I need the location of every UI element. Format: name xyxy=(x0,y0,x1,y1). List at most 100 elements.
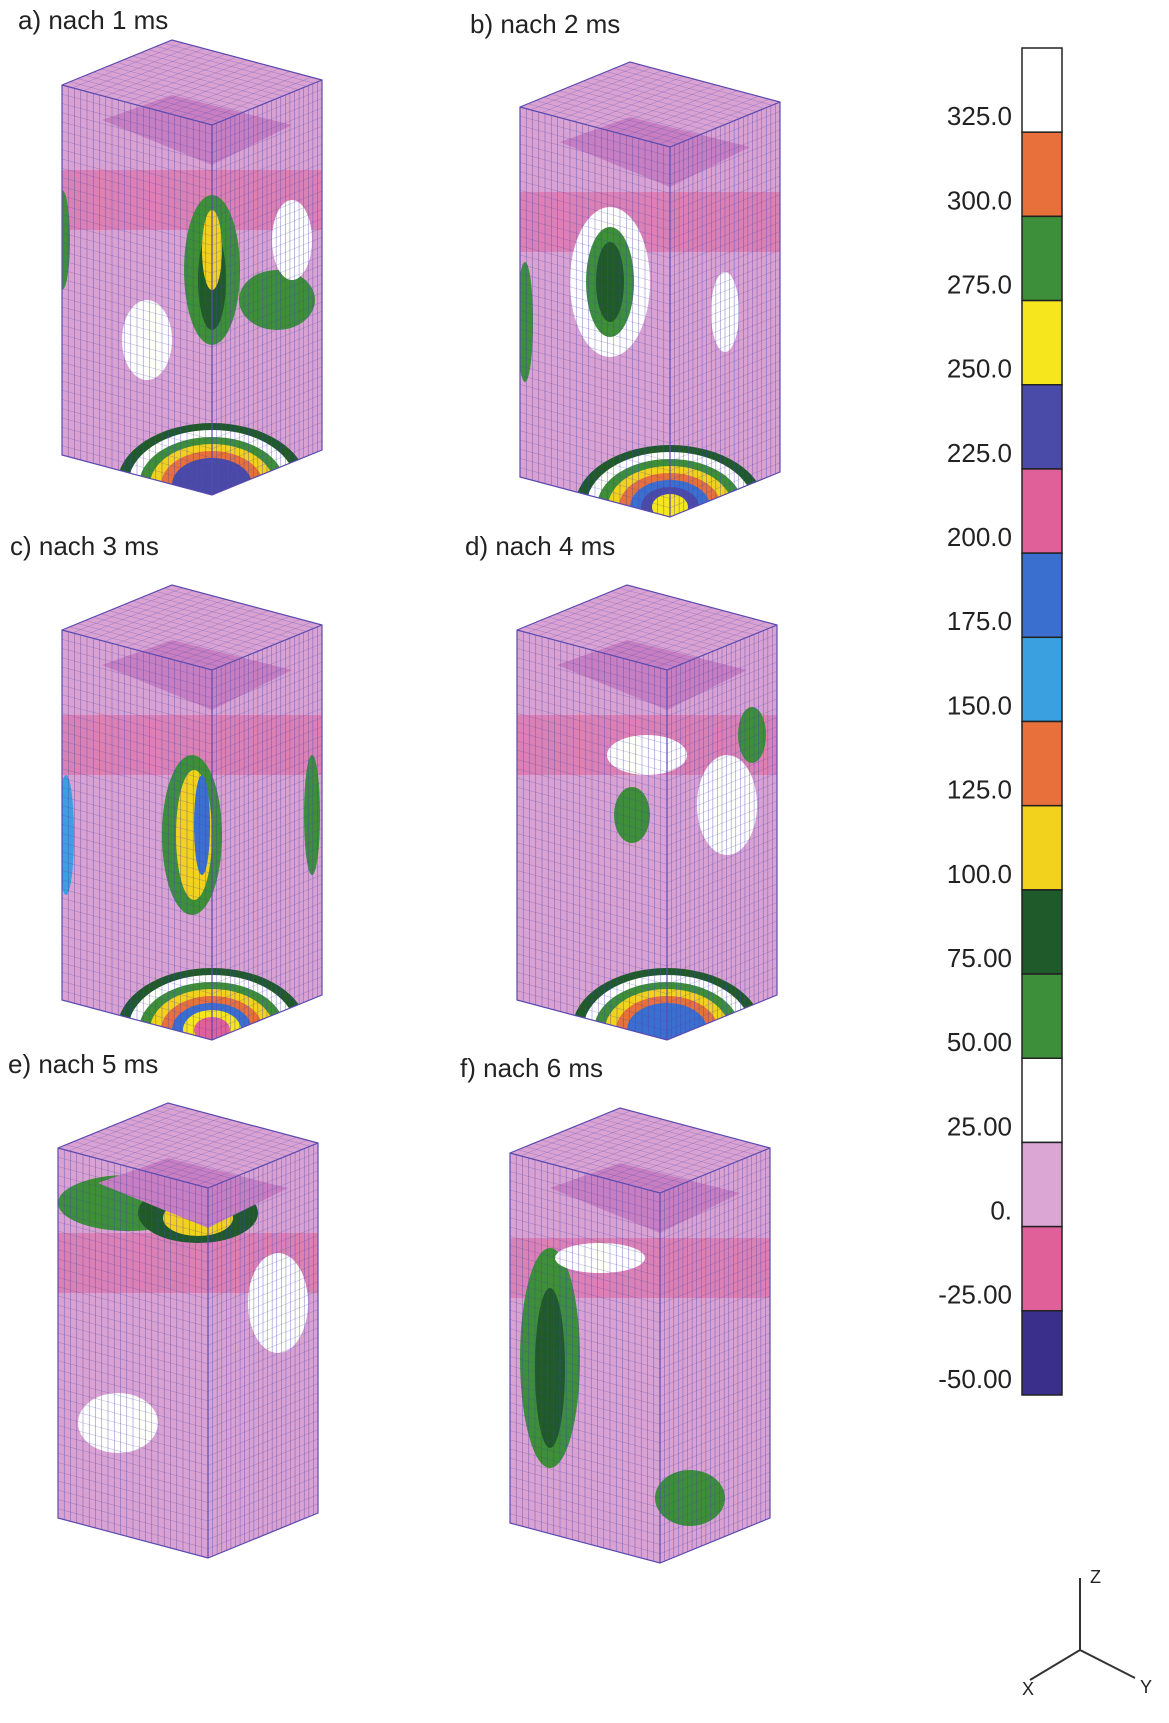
mesh-line xyxy=(613,610,724,656)
contour-region xyxy=(607,735,687,775)
mesh-line xyxy=(132,55,283,97)
legend-band xyxy=(1021,552,1063,639)
legend-band xyxy=(1021,1225,1063,1312)
mesh-line xyxy=(116,607,268,648)
fe-model xyxy=(62,585,322,1040)
contour-region xyxy=(62,190,70,290)
mesh-line xyxy=(580,1123,731,1165)
mesh-line xyxy=(164,43,315,84)
mesh-line xyxy=(606,1133,717,1179)
y-axis xyxy=(1079,1649,1136,1679)
legend-label: 100.0 xyxy=(947,859,1012,889)
mesh-line xyxy=(659,98,770,145)
mesh-line xyxy=(197,1139,308,1186)
legend-band xyxy=(1021,720,1063,807)
legend-label: 150.0 xyxy=(947,690,1012,720)
x-axis xyxy=(1029,1649,1081,1681)
mesh-line xyxy=(165,1131,276,1177)
mesh-line xyxy=(571,607,723,648)
legend-label: -25.00 xyxy=(938,1280,1012,1310)
mesh-line xyxy=(169,613,280,659)
contour-region xyxy=(272,200,312,280)
mesh-line xyxy=(175,1134,286,1180)
panel-label: a) nach 1 ms xyxy=(18,5,168,35)
contour-region xyxy=(122,300,172,380)
mesh-line xyxy=(579,604,730,645)
legend-label: 325.0 xyxy=(947,101,1012,131)
mesh-line xyxy=(124,59,275,100)
mesh-line xyxy=(605,84,716,131)
mesh-line xyxy=(645,619,756,665)
mesh-line xyxy=(648,96,759,142)
mesh-line xyxy=(572,1127,723,1168)
mesh-line xyxy=(619,588,770,629)
mesh-line xyxy=(596,1117,747,1158)
panel-label: b) nach 2 ms xyxy=(470,9,620,39)
mesh-line xyxy=(638,1142,749,1188)
legend-label: 225.0 xyxy=(947,438,1012,468)
mesh-line xyxy=(140,597,291,639)
mesh-line xyxy=(614,68,765,109)
z-label: Z xyxy=(1090,1567,1101,1587)
outline xyxy=(516,584,778,1041)
mesh-line xyxy=(574,84,726,125)
mesh-line xyxy=(143,1125,254,1172)
mesh-line xyxy=(148,49,299,90)
mesh-line xyxy=(154,1128,265,1174)
fe-model xyxy=(510,1108,770,1563)
legend-label: 125.0 xyxy=(947,775,1012,805)
mesh-line xyxy=(588,1120,739,1162)
mesh-line xyxy=(148,594,299,635)
mesh-line xyxy=(179,616,290,662)
x-label: X xyxy=(1022,1679,1034,1699)
mesh-line xyxy=(147,62,258,109)
contour-region xyxy=(596,242,624,322)
mesh-line xyxy=(612,1111,763,1152)
legend-band xyxy=(1021,468,1063,554)
mesh-line xyxy=(606,71,757,112)
mesh-line xyxy=(147,607,258,654)
mesh-line xyxy=(627,1139,738,1185)
fe-model xyxy=(517,585,777,1040)
legend-label: 25.00 xyxy=(947,1111,1012,1141)
mesh-line xyxy=(582,81,733,122)
mesh-line xyxy=(169,68,280,114)
mesh-line xyxy=(158,65,269,111)
mesh-line xyxy=(132,600,283,642)
mesh-line xyxy=(116,62,268,103)
mesh-line xyxy=(590,77,741,119)
outline xyxy=(519,61,781,518)
mesh-line xyxy=(156,591,307,632)
legend-label: 250.0 xyxy=(947,354,1012,384)
mesh-line xyxy=(598,74,749,116)
contour-region xyxy=(535,1288,565,1448)
mesh-line xyxy=(587,600,738,642)
legend-band xyxy=(1021,131,1063,218)
mesh-line xyxy=(164,588,315,629)
fe-model xyxy=(520,62,780,517)
panel-label: f) nach 6 ms xyxy=(460,1053,603,1083)
mesh-line xyxy=(617,1136,728,1182)
fe-model xyxy=(58,1103,318,1558)
mesh-line xyxy=(604,1114,755,1155)
mesh-line xyxy=(595,597,746,639)
legend-label: 275.0 xyxy=(947,269,1012,299)
contour-region xyxy=(697,755,757,855)
mesh-line xyxy=(564,1130,716,1171)
mesh-line xyxy=(190,74,301,120)
legend-label: 300.0 xyxy=(947,185,1012,215)
legend-band xyxy=(1021,889,1063,975)
legend-band xyxy=(1021,299,1063,386)
outline xyxy=(509,1107,771,1564)
legend-band xyxy=(1021,1141,1063,1228)
contour-region xyxy=(62,775,74,895)
legend-label: 75.00 xyxy=(947,943,1012,973)
outline xyxy=(61,39,323,496)
mesh-line xyxy=(595,1130,706,1177)
mesh-line xyxy=(179,71,290,117)
panel-label: c) nach 3 ms xyxy=(10,531,159,561)
mesh-line xyxy=(603,594,754,635)
outline xyxy=(61,584,323,1041)
contour-region xyxy=(520,262,533,382)
legend-label: 175.0 xyxy=(947,606,1012,636)
